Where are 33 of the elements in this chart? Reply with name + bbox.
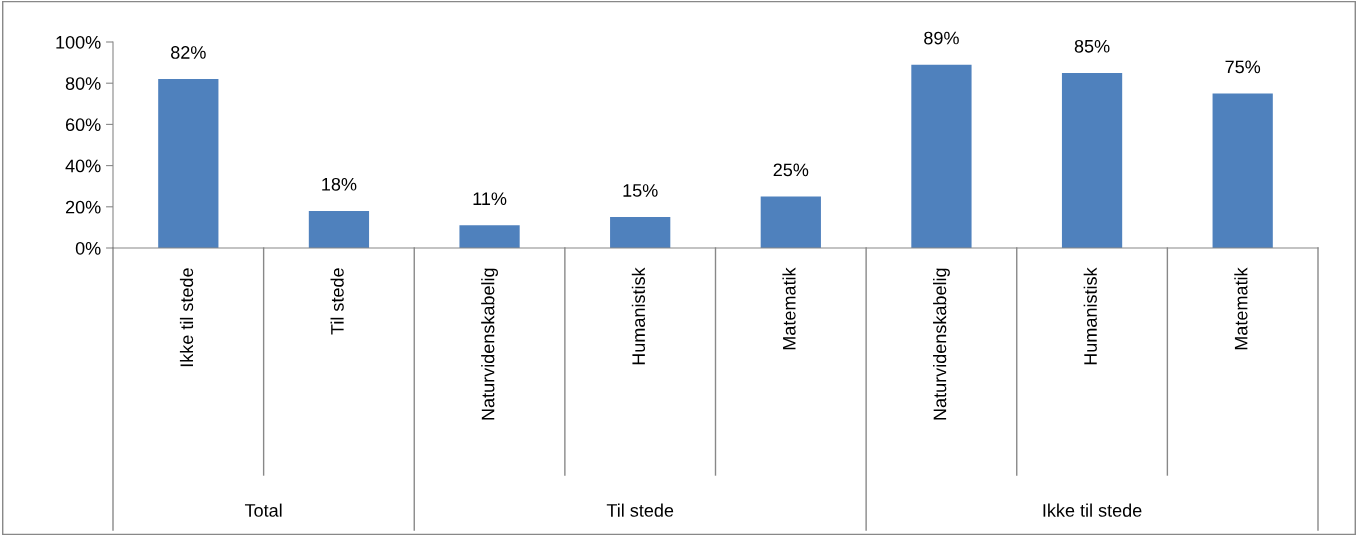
bar bbox=[1061, 72, 1123, 248]
x-tick-label: Humanistisk bbox=[1083, 267, 1097, 365]
x-tick-label: Ikke til stede bbox=[179, 268, 194, 367]
y-tick-label: 40% bbox=[65, 159, 101, 173]
x-tick-label: Naturvidenskabelig bbox=[481, 268, 498, 420]
data-label: 25% bbox=[773, 163, 809, 177]
data-label: 15% bbox=[623, 184, 658, 197]
bar bbox=[308, 210, 370, 248]
data-label: 75% bbox=[1225, 60, 1261, 74]
data-label: 11% bbox=[473, 192, 507, 206]
y-tick-label: 0% bbox=[75, 241, 101, 255]
x-tick-label: Matematik bbox=[1234, 267, 1248, 350]
bar bbox=[760, 196, 821, 248]
x-tick-label: Naturvidenskabelig bbox=[933, 268, 950, 420]
text: Total bbox=[244, 503, 282, 517]
y-tick-label: 100% bbox=[56, 35, 101, 49]
data-label: 18% bbox=[322, 177, 357, 191]
y-tick-label: 20% bbox=[65, 200, 101, 214]
bar bbox=[158, 79, 219, 248]
bar bbox=[459, 225, 520, 248]
bar bbox=[911, 64, 972, 248]
data-label: 89% bbox=[924, 31, 959, 45]
y-tick-label: 80% bbox=[65, 77, 101, 90]
x-tick-label: Til stede bbox=[330, 268, 344, 335]
x-tick-label: Humanistisk bbox=[631, 267, 646, 365]
x-tick-label: Matematik bbox=[782, 267, 796, 350]
text: Til stede bbox=[606, 503, 674, 517]
data-label: 85% bbox=[1074, 39, 1110, 53]
data-label: 82% bbox=[171, 46, 206, 59]
bar bbox=[1212, 93, 1273, 248]
bar bbox=[610, 217, 671, 248]
text: Ikke til stede bbox=[1043, 503, 1142, 517]
y-tick-label: 60% bbox=[65, 118, 101, 132]
